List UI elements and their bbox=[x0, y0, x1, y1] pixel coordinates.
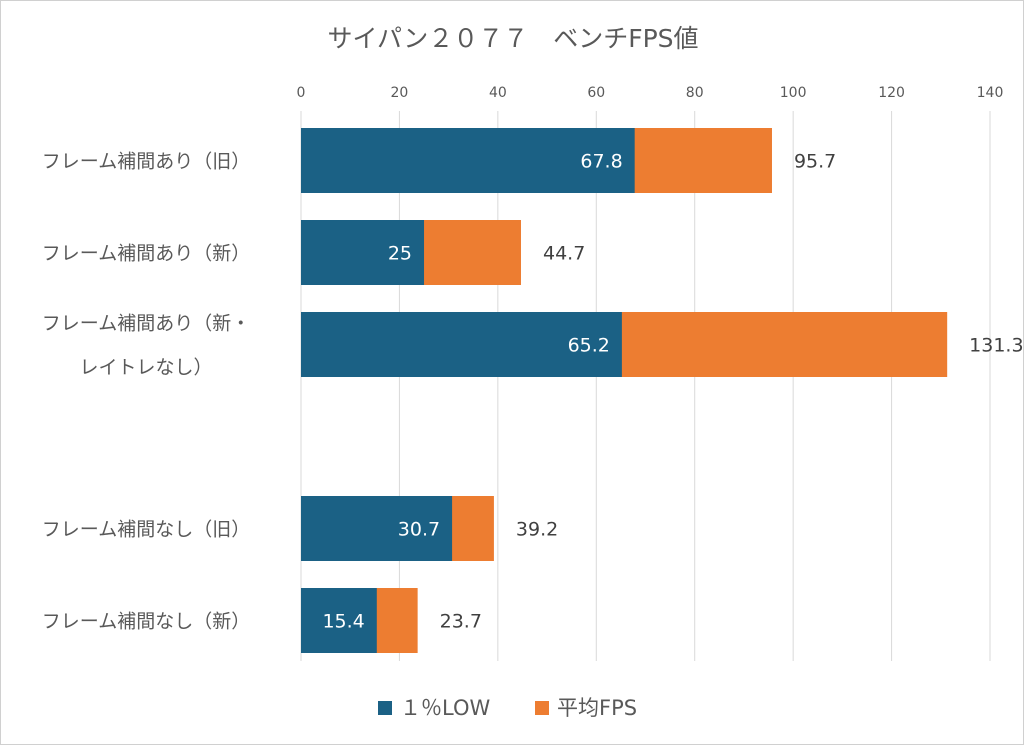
category-label-5: フレーム補間なし（新） bbox=[42, 611, 250, 633]
category-label-2-line-0: フレーム補間あり（新・ bbox=[42, 313, 250, 335]
category-label-4: フレーム補間なし（旧） bbox=[42, 519, 250, 541]
legend-avg-fps-swatch bbox=[535, 701, 549, 715]
legend: １％LOW 平均FPS bbox=[378, 696, 637, 720]
category-label-0: フレーム補間あり（旧） bbox=[42, 151, 250, 173]
bar-1pct-low-4 bbox=[301, 496, 453, 561]
bar-1pct-low-2 bbox=[301, 312, 622, 377]
data-label-avg-fps-0: 95.7 bbox=[794, 151, 836, 173]
bar-1pct-low-5 bbox=[301, 588, 377, 653]
category-label-2-line-1: レイトレなし） bbox=[79, 357, 212, 379]
category-label-1: フレーム補間あり（新） bbox=[42, 243, 250, 265]
x-tick-label-5: 100 bbox=[780, 85, 807, 101]
x-tick-label-0: 0 bbox=[297, 85, 306, 101]
chart-title: サイパン２０７７ ベンチFPS値 bbox=[327, 24, 698, 53]
data-labels: 95.7 67.8 44.7 25 131.3 65.2 39.2 30.7 23.7 15.4 bbox=[322, 151, 1023, 633]
bars bbox=[301, 128, 948, 653]
x-tick-label-6: 120 bbox=[878, 85, 905, 101]
category-labels: フレーム補間あり（旧） フレーム補間あり（新） フレーム補間あり（新・レイトレなし）… bbox=[42, 151, 250, 633]
x-tick-label-4: 80 bbox=[686, 85, 704, 101]
x-tick-label-3: 60 bbox=[587, 85, 605, 101]
bar-1pct-low-0 bbox=[301, 128, 635, 193]
data-label-avg-fps-5: 23.7 bbox=[440, 611, 482, 633]
data-label-avg-fps-1: 44.7 bbox=[543, 243, 585, 265]
data-label-1pct-low-4: 30.7 bbox=[398, 519, 440, 541]
gridlines bbox=[300, 111, 991, 661]
x-tick-label-7: 140 bbox=[977, 85, 1004, 101]
legend-1pct-low-label: １％LOW bbox=[400, 696, 490, 720]
x-tick-label-2: 40 bbox=[489, 85, 507, 101]
data-label-1pct-low-1: 25 bbox=[388, 243, 412, 265]
bar-1pct-low-1 bbox=[301, 220, 425, 285]
data-label-avg-fps-4: 39.2 bbox=[516, 519, 558, 541]
legend-avg-fps-label: 平均FPS bbox=[557, 696, 637, 720]
data-label-1pct-low-5: 15.4 bbox=[322, 611, 364, 633]
data-label-1pct-low-0: 67.8 bbox=[580, 151, 622, 173]
legend-1pct-low-swatch bbox=[378, 701, 392, 715]
x-axis-ticks: 0 20 40 60 80 100 120 140 bbox=[297, 85, 1004, 101]
data-label-1pct-low-2: 65.2 bbox=[568, 335, 610, 357]
data-label-avg-fps-2: 131.3 bbox=[969, 335, 1023, 357]
x-tick-label-1: 20 bbox=[391, 85, 409, 101]
